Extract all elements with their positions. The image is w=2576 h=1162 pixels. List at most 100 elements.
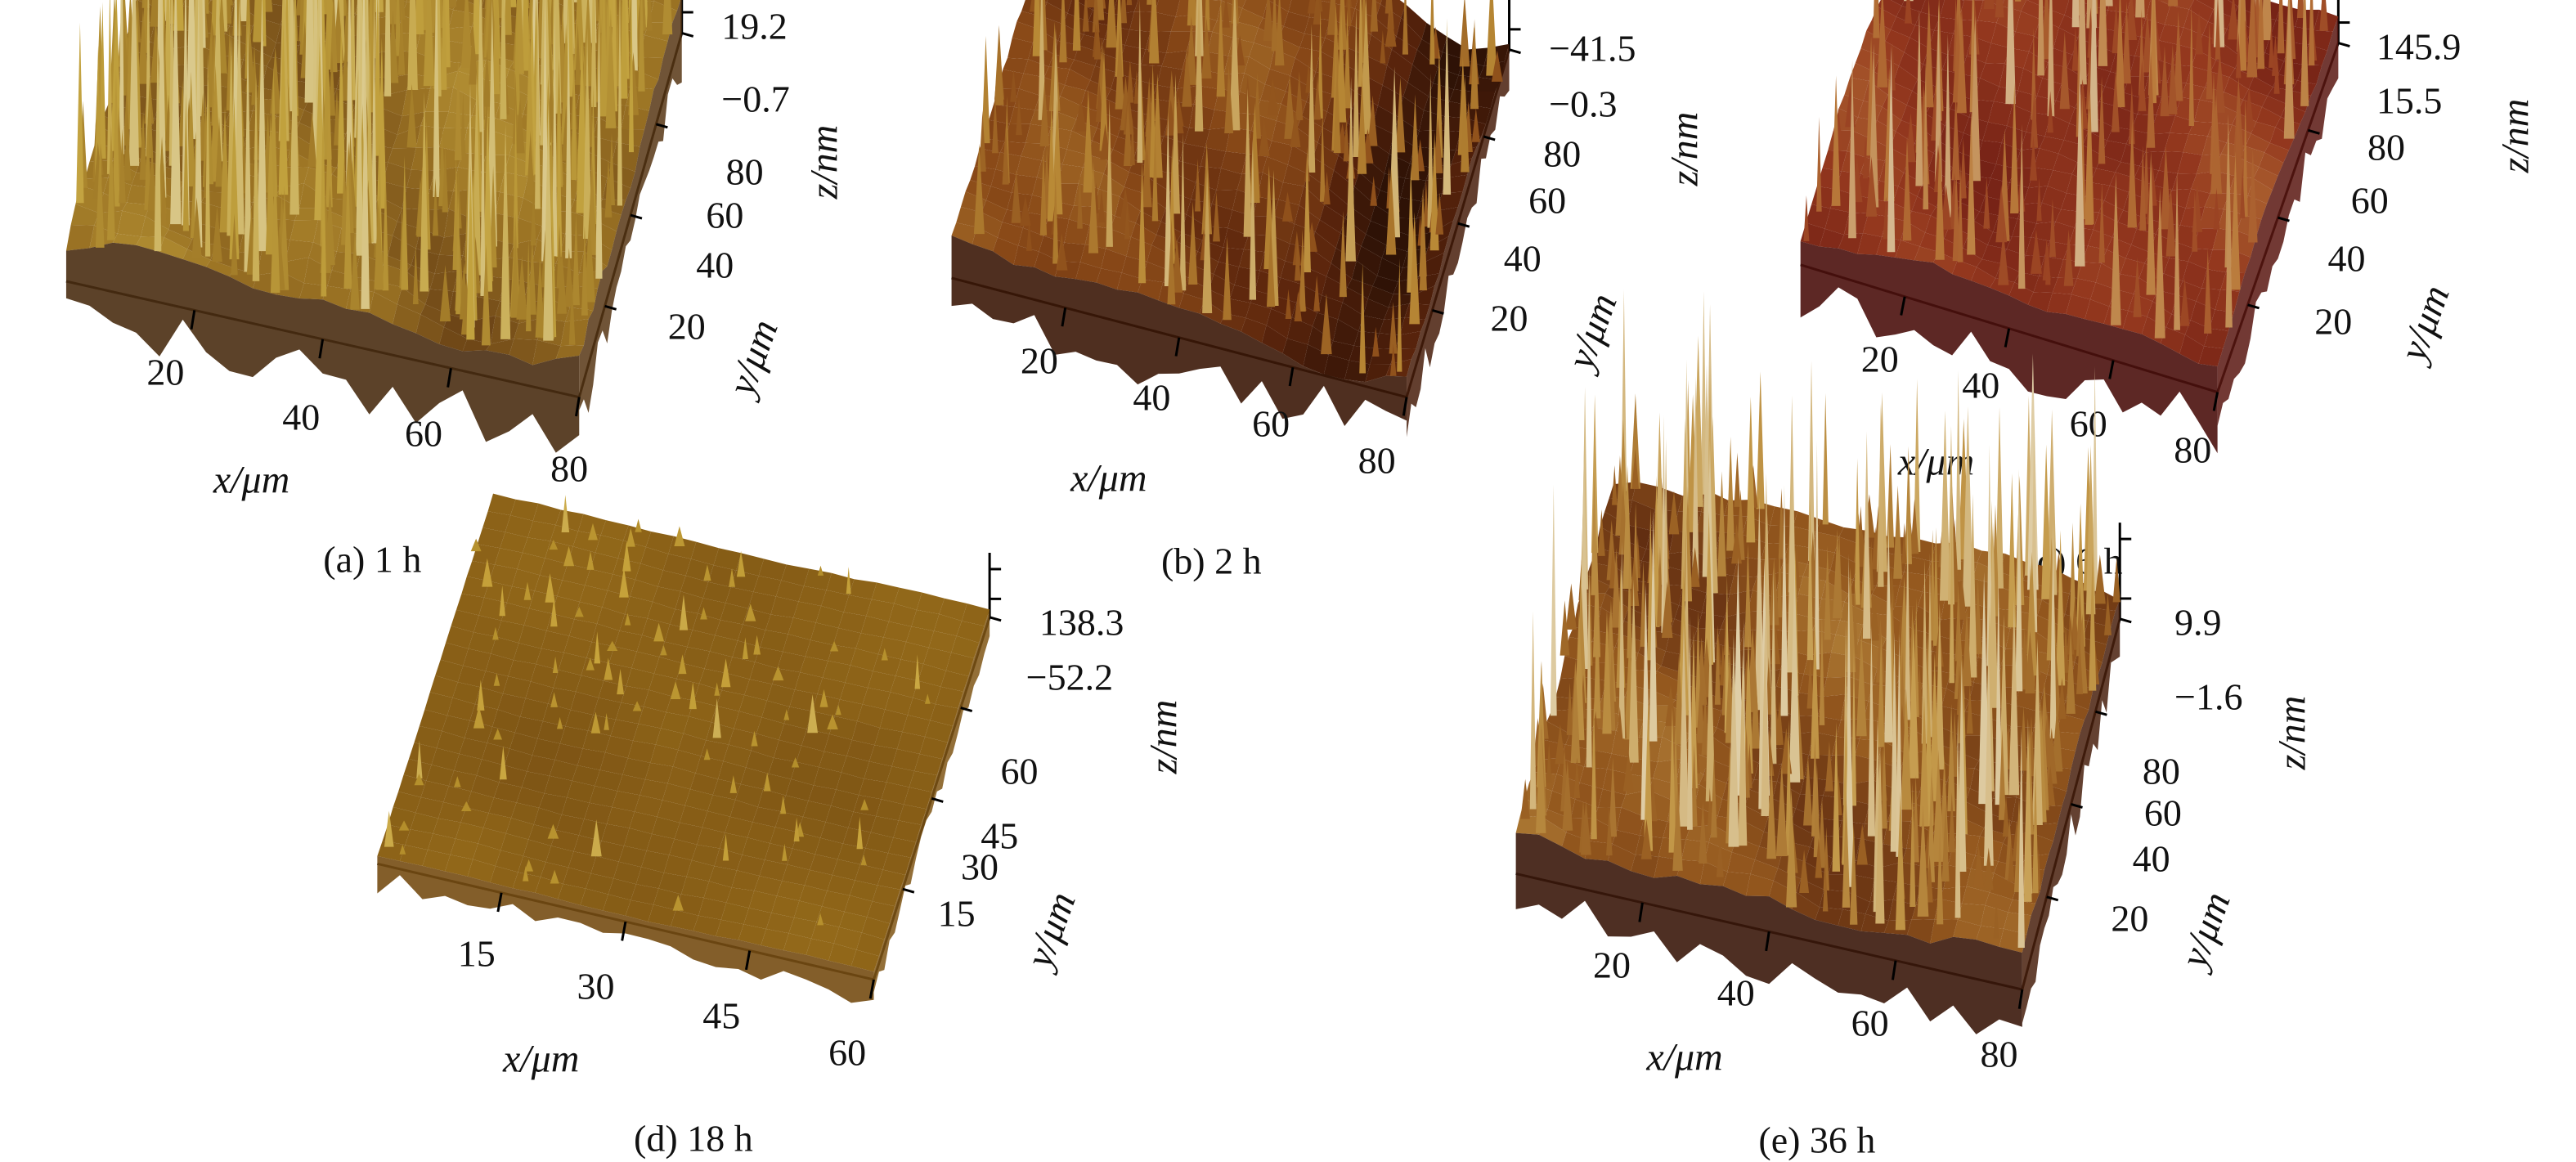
surface-spike — [1271, 0, 1278, 52]
y-tick-label: 80 — [2142, 750, 2180, 792]
surface-patch — [2041, 186, 2067, 210]
surface-spike — [1746, 397, 1756, 543]
surface-spike — [382, 165, 389, 291]
surface-patch — [1279, 26, 1305, 47]
surface-patch — [1142, 262, 1168, 283]
surface-patch — [388, 147, 416, 170]
surface-spike — [328, 50, 336, 116]
surface-patch — [2053, 153, 2078, 175]
surface-spike — [1057, 238, 1068, 271]
surface-patch — [2114, 273, 2139, 294]
surface-spike — [1039, 80, 1049, 146]
surface-spike — [525, 26, 535, 176]
surface-patch — [1179, 143, 1205, 167]
surface-spike — [1321, 293, 1332, 355]
surface-spike — [2277, 0, 2285, 54]
surface-spikes — [973, 0, 1503, 376]
surface-spike — [1194, 0, 1204, 132]
surface-patch — [2107, 0, 2130, 13]
surface-spike — [469, 25, 478, 85]
surface-spike — [478, 0, 484, 132]
surface-patch — [1382, 65, 1408, 97]
x-tick-label: 80 — [1980, 1033, 2018, 1075]
surface-patch — [1012, 21, 1038, 43]
surface-spike — [139, 110, 147, 180]
surface-patch — [2253, 167, 2278, 191]
surface-patch — [2047, 292, 2071, 315]
surface-spike — [2029, 136, 2038, 181]
surface-spike — [1026, 221, 1032, 251]
surface-patch — [1337, 302, 1363, 331]
x-tick-label: 40 — [1962, 364, 2000, 406]
surface-patch — [1980, 63, 2005, 87]
surface-spike — [2110, 173, 2121, 325]
surface-patch — [70, 204, 99, 226]
surface-spike — [1865, 156, 1878, 217]
surface-spike — [1016, 96, 1022, 136]
surface-spike — [2127, 119, 2138, 228]
surface-spike — [1353, 7, 1360, 157]
surface-spike — [2204, 248, 2212, 334]
surface-spike — [1816, 116, 1822, 212]
surface-patch — [2164, 132, 2189, 153]
surface-patch — [1972, 20, 1997, 43]
surface-spike — [1059, 0, 1067, 63]
surface-spike — [1883, 196, 1889, 240]
surface-spike — [2246, 0, 2258, 78]
x-tick — [190, 310, 196, 330]
surface-patch — [2006, 236, 2031, 256]
surface-spike — [2158, 0, 2168, 2]
surface-spike — [397, 4, 406, 75]
surface-patch — [1239, 73, 1265, 101]
surface-spike — [2031, 27, 2037, 120]
surface-spike — [2098, 75, 2106, 164]
x-tick — [2212, 392, 2219, 411]
surface-spike — [1137, 0, 1143, 163]
surface-spike — [1944, 34, 1952, 218]
surface-spike — [1202, 168, 1213, 314]
surface-patch — [998, 69, 1024, 89]
surface-spike — [1339, 210, 1347, 298]
surface-patch — [1126, 236, 1152, 262]
surface-patch — [1982, 122, 2008, 143]
surface-patch — [532, 339, 561, 366]
surface-spike — [1249, 138, 1257, 300]
surface-patch — [1034, 251, 1060, 277]
surface-spike — [2059, 31, 2070, 110]
surface-spike — [2168, 0, 2179, 7]
surface-patch — [1974, 78, 1999, 102]
surface-patch — [1323, 354, 1349, 379]
surface-spike — [2010, 83, 2019, 214]
surface-spike — [2146, 150, 2156, 295]
surface-spike — [1459, 0, 1470, 67]
surface-spike — [2077, 0, 2087, 85]
surface-spike — [595, 15, 603, 279]
surface-spike — [1188, 201, 1198, 285]
surface-patch — [1283, 164, 1309, 186]
surface-spike — [582, 0, 594, 87]
x-tick-label: 60 — [405, 412, 443, 455]
surface-patch — [1065, 69, 1091, 91]
surface-spike — [2308, 0, 2315, 66]
y-tick-label: 20 — [1490, 297, 1528, 339]
surface-patch — [1245, 303, 1272, 325]
surface-patch — [1988, 101, 2013, 126]
surface-spike — [1995, 185, 2008, 243]
surface-spike — [543, 101, 554, 341]
surface-patch — [1877, 0, 1902, 17]
surface-spike — [482, 100, 491, 156]
surface-patch — [1295, 47, 1321, 72]
surface-spike — [2125, 0, 2138, 40]
surface-spike — [1303, 146, 1312, 272]
z-tick-label: 19.2 — [721, 5, 788, 47]
surface-spike — [253, 0, 263, 43]
surface-spike — [1360, 0, 1372, 135]
surface-spike — [604, 158, 613, 218]
surface-spike — [1098, 188, 1106, 223]
surface-patch — [997, 222, 1023, 246]
surface-spike — [2085, 90, 2094, 225]
surface-spike — [2008, 473, 2017, 628]
y-tick-label: 60 — [1528, 179, 1567, 222]
surface-patch — [1166, 31, 1192, 54]
